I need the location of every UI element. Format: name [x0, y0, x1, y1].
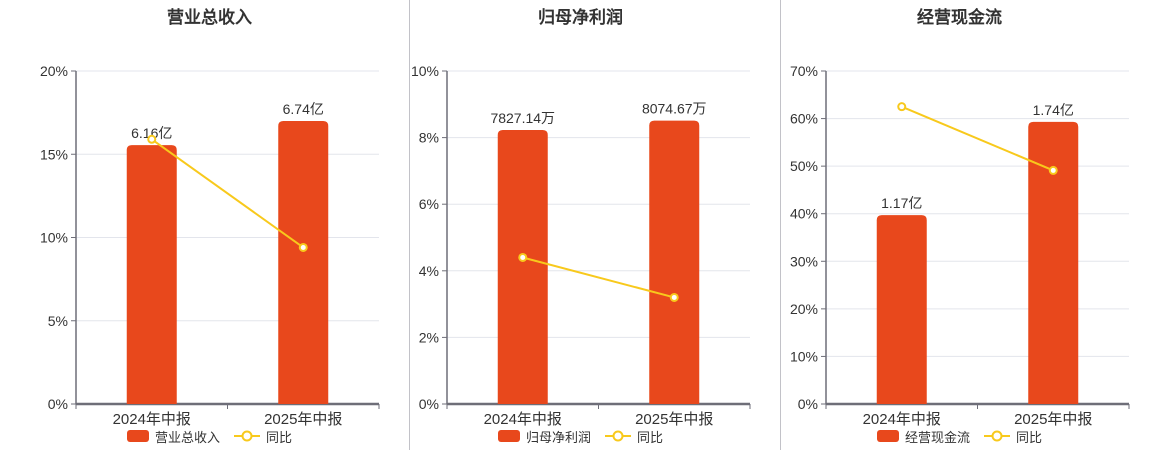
bar-2024年中报[interactable] — [126, 145, 177, 404]
yoy-line-point[interactable] — [1048, 165, 1058, 175]
x-axis-category-label[interactable]: 2024年中报 — [484, 411, 562, 428]
yoy-line — [522, 256, 675, 299]
yoy-line-point[interactable] — [147, 134, 157, 144]
bar-value-label: 1.74亿 — [1033, 102, 1074, 118]
legend-bar-label[interactable]: 营业总收入 — [154, 429, 220, 445]
y-axis-label: 6% — [419, 196, 439, 212]
x-axis-category-label[interactable]: 2025年中报 — [635, 411, 713, 428]
chart-title-net-profit: 归母净利润 — [538, 8, 623, 27]
legend-line-marker-icon[interactable] — [234, 430, 260, 442]
panel-divider — [780, 0, 781, 450]
legend-line-label[interactable]: 同比 — [266, 429, 293, 445]
chart-legend-cash-flow: 经营现金流 同比 — [808, 428, 1111, 445]
y-axis-label: 0% — [419, 396, 439, 412]
legend-line-marker-icon[interactable] — [605, 430, 631, 442]
yoy-line-point[interactable] — [897, 102, 907, 112]
bar-2025年中报[interactable] — [278, 120, 329, 404]
y-axis-label: 60% — [790, 111, 818, 127]
y-axis-label: 20% — [790, 301, 818, 317]
legend-line-label[interactable]: 同比 — [637, 429, 664, 445]
bar-2024年中报[interactable] — [876, 215, 927, 404]
yoy-line-point[interactable] — [298, 242, 308, 252]
legend-circle-glyph — [612, 430, 624, 442]
y-axis-label: 20% — [40, 63, 68, 79]
chart-legend-revenue: 营业总收入 同比 — [58, 428, 361, 445]
legend-line-label[interactable]: 同比 — [1016, 429, 1043, 445]
y-axis-label: 15% — [40, 146, 68, 162]
legend-circle-glyph — [991, 430, 1003, 442]
y-axis-label: 10% — [790, 348, 818, 364]
bar-value-label: 6.74亿 — [283, 101, 324, 117]
legend-circle-glyph — [241, 430, 253, 442]
yoy-line — [901, 105, 1054, 172]
chart-panel-revenue: 营业总收入 0% 5% 10% 15% 20% 6.16亿 2024年中报 6.74亿 2025… — [0, 0, 409, 450]
panel-divider — [409, 0, 410, 450]
chart-panel-cash-flow: 经营现金流 0% 10% 20% 30% 40% 50% 60% 70% 1.17亿 2024年中… — [780, 0, 1160, 450]
chart-title-cash-flow: 经营现金流 — [917, 8, 1002, 27]
y-axis-label: 10% — [411, 63, 439, 79]
y-axis-label: 5% — [48, 313, 68, 329]
y-axis-label: 0% — [48, 396, 68, 412]
legend-bar-swatch-icon[interactable] — [497, 430, 520, 442]
chart-title-revenue: 营业总收入 — [167, 8, 252, 27]
bar-value-label: 8074.67万 — [642, 101, 707, 117]
x-axis-category-label[interactable]: 2024年中报 — [863, 411, 941, 428]
x-axis-category-label[interactable]: 2024年中报 — [113, 411, 191, 428]
y-axis-label: 70% — [790, 63, 818, 79]
y-axis-label: 4% — [419, 263, 439, 279]
y-axis-label: 50% — [790, 158, 818, 174]
chart-canvas-cash-flow: 0% 10% 20% 30% 40% 50% 60% 70% 1.17亿 2024年中报 1.74亿… — [790, 63, 1130, 428]
yoy-line-point[interactable] — [669, 292, 679, 302]
yoy-line — [151, 138, 304, 249]
y-axis-label: 40% — [790, 206, 818, 222]
y-axis-label: 30% — [790, 253, 818, 269]
chart-canvas-net-profit: 0% 2% 4% 6% 8% 10% 7827.14万 2024年中报 8074.67万 2025… — [411, 63, 751, 428]
chart-legend-net-profit: 归母净利润 同比 — [429, 428, 732, 445]
y-axis-label: 10% — [40, 230, 68, 246]
bar-2025年中报[interactable] — [1028, 121, 1079, 404]
x-axis-category-label[interactable]: 2025年中报 — [1014, 411, 1092, 428]
bar-value-label: 1.17亿 — [881, 195, 922, 211]
legend-bar-swatch-icon[interactable] — [126, 430, 149, 442]
chart-panel-net-profit: 归母净利润 0% 2% 4% 6% 8% 10% 7827.14万 2024年中报 8074.6… — [409, 0, 780, 450]
chart-canvas-revenue: 0% 5% 10% 15% 20% 6.16亿 2024年中报 6.74亿 2025年中报 — [40, 63, 380, 428]
y-axis-label: 0% — [798, 396, 818, 412]
bar-value-label: 7827.14万 — [490, 110, 555, 126]
legend-bar-label[interactable]: 归母净利润 — [525, 429, 591, 445]
legend-bar-label[interactable]: 经营现金流 — [904, 429, 970, 445]
x-axis-category-label[interactable]: 2025年中报 — [264, 411, 342, 428]
bar-2024年中报[interactable] — [497, 129, 548, 405]
y-axis-label: 2% — [419, 329, 439, 345]
bar-2025年中报[interactable] — [649, 120, 700, 404]
legend-line-marker-icon[interactable] — [984, 430, 1010, 442]
legend-bar-swatch-icon[interactable] — [876, 430, 899, 442]
bar-value-label: 6.16亿 — [131, 125, 172, 141]
y-axis-label: 8% — [419, 130, 439, 146]
yoy-line-point[interactable] — [518, 252, 528, 262]
